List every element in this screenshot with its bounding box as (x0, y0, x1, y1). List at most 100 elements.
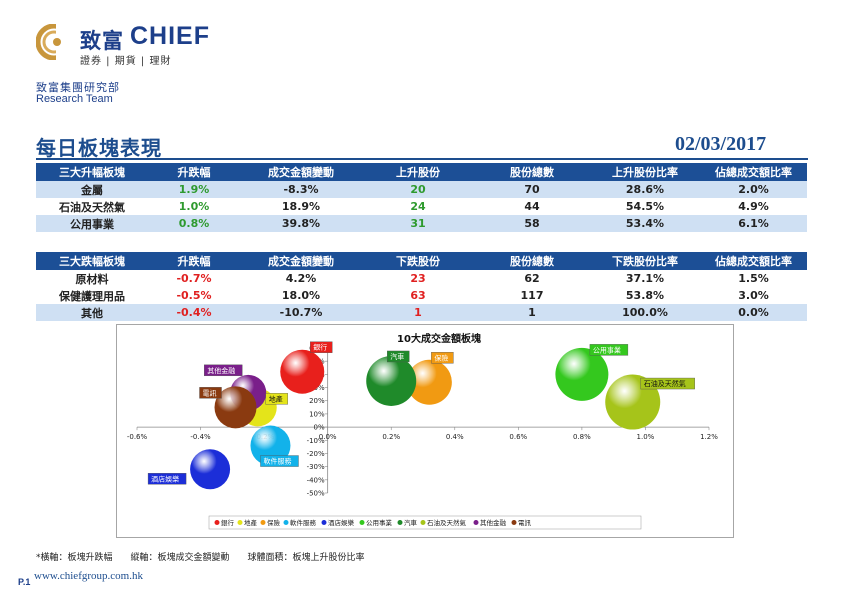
y-tick-label: 10% (309, 410, 325, 418)
x-tick-label: -0.6% (127, 433, 148, 441)
turnover-change-cell: 39.8% (240, 215, 362, 232)
brand-name-cn: 致富 (80, 29, 124, 53)
bubble-label-box (260, 455, 299, 467)
change-cell: -0.7% (148, 270, 240, 287)
website-link[interactable]: www.chiefgroup.com.hk (34, 570, 143, 582)
bubble-label: 保險 (434, 353, 448, 362)
turnover-change-cell: -10.7% (240, 304, 362, 321)
legend-swatch (359, 520, 365, 525)
page-number: P.1 (18, 577, 31, 587)
total-count-cell: 70 (474, 181, 590, 198)
column-header: 成交金額變動 (240, 163, 362, 181)
bubble-label-box (589, 344, 629, 356)
bubble-label-box (640, 377, 695, 390)
team-name-cn: 致富集團研究部 (36, 81, 120, 94)
turnover-change-cell: 4.2% (240, 270, 362, 287)
rising-ratio-cell: 53.4% (590, 215, 700, 232)
chief-logo-icon (36, 24, 76, 60)
bubble-chart-svg: 10大成交金額板塊 -0.6%-0.4%-0.2%0.0%0.2%0.4%0.6… (127, 332, 718, 530)
legend-swatch (283, 520, 289, 525)
turnover-share-cell: 3.0% (700, 287, 807, 304)
column-header: 三大跌幅板塊 (36, 252, 148, 270)
x-tick-label: 0.4% (446, 433, 464, 441)
bubble-6 (555, 347, 609, 401)
legend-item: 酒店娛樂 (328, 518, 355, 527)
legend-swatch (397, 520, 403, 525)
column-header: 下跌股份 (362, 252, 474, 270)
table-header-row: 三大升幅板塊 升跌幅 成交金額變動 上升股份 股份總數 上升股份比率 佔總成交額… (36, 163, 807, 181)
table-row: 原材料 -0.7% 4.2% 23 62 37.1% 1.5% (36, 270, 807, 287)
y-tick-label: 30% (309, 384, 325, 392)
rising-count-cell: 31 (362, 215, 474, 232)
report-date: 02/03/2017 (675, 133, 767, 155)
column-header: 三大升幅板塊 (36, 163, 148, 181)
sector-cell: 石油及天然氣 (36, 198, 148, 215)
column-header: 升跌幅 (148, 163, 240, 181)
bubble-label: 石油及天然氣 (644, 379, 686, 388)
x-tick-label: 1.0% (637, 433, 655, 441)
x-tick-label: -0.4% (190, 433, 211, 441)
sector-cell: 保健護理用品 (36, 287, 148, 304)
rising-ratio-cell: 54.5% (590, 198, 700, 215)
column-header: 下跌股份比率 (590, 252, 700, 270)
legend-item: 電訊 (518, 518, 532, 527)
turnover-share-cell: 1.5% (700, 270, 807, 287)
change-cell: -0.4% (148, 304, 240, 321)
total-count-cell: 58 (474, 215, 590, 232)
table-header-row: 三大跌幅板塊 升跌幅 成交金額變動 下跌股份 股份總數 下跌股份比率 佔總成交額… (36, 252, 807, 270)
team-name-en: Research Team (36, 93, 113, 105)
legend-swatch (260, 520, 266, 525)
bubble-5 (190, 449, 231, 490)
chart-bubbles (190, 347, 661, 490)
legend-item: 公用事業 (366, 518, 393, 527)
bubble-label-box (387, 350, 410, 363)
legend-item: 保險 (267, 518, 281, 527)
y-tick-label: -40% (307, 476, 325, 484)
chart-legend: 銀行 地產 保險 軟件服務 酒店娛樂 公用事業 汽車 石油及天然氣 其他金融 電訊 (208, 515, 642, 530)
brand-tagline: 證券 | 期貨 | 理財 (80, 56, 172, 67)
y-tick-label: 20% (309, 397, 325, 405)
column-header: 股份總數 (474, 163, 590, 181)
bubble-label-box (199, 387, 222, 399)
bubble-7 (366, 355, 417, 406)
bubble-label: 汽車 (390, 352, 404, 361)
sector-cell: 金屬 (36, 181, 148, 198)
change-cell: 1.9% (148, 181, 240, 198)
total-count-cell: 1 (474, 304, 590, 321)
legend-swatch (511, 520, 517, 525)
table-row: 石油及天然氣 1.0% 18.9% 24 44 54.5% 4.9% (36, 198, 807, 215)
sector-cell: 其他 (36, 304, 148, 321)
column-header: 上升股份 (362, 163, 474, 181)
bubble-label: 公用事業 (593, 345, 621, 354)
column-header: 上升股份比率 (590, 163, 700, 181)
column-header: 股份總數 (474, 252, 590, 270)
legend-item: 其他金融 (480, 518, 507, 527)
turnover-share-cell: 0.0% (700, 304, 807, 321)
table-row: 其他 -0.4% -10.7% 1 1 100.0% 0.0% (36, 304, 807, 321)
bubble-label: 其他金融 (207, 366, 235, 375)
bubble-label-box (204, 364, 243, 377)
y-tick-label: -50% (307, 490, 325, 498)
bubble-label-box (431, 352, 454, 364)
legend-swatch (473, 520, 479, 525)
total-count-cell: 44 (474, 198, 590, 215)
falling-count-cell: 23 (362, 270, 474, 287)
turnover-change-cell: 18.9% (240, 198, 362, 215)
bubble-label: 地產 (269, 394, 283, 403)
table-row: 公用事業 0.8% 39.8% 31 58 53.4% 6.1% (36, 215, 807, 232)
sector-cell: 公用事業 (36, 215, 148, 232)
legend-swatch (321, 520, 327, 525)
legend-swatch (420, 520, 426, 525)
bubble-label: 銀行 (313, 343, 327, 352)
y-tick-label: -30% (307, 463, 325, 471)
table-row: 金屬 1.9% -8.3% 20 70 28.6% 2.0% (36, 181, 807, 198)
y-tick-label: 0% (314, 424, 325, 432)
turnover-change-cell: -8.3% (240, 181, 362, 198)
rising-count-cell: 24 (362, 198, 474, 215)
turnover-share-cell: 4.9% (700, 198, 807, 215)
column-header: 升跌幅 (148, 252, 240, 270)
turnover-change-cell: 18.0% (240, 287, 362, 304)
change-cell: -0.5% (148, 287, 240, 304)
falling-count-cell: 63 (362, 287, 474, 304)
